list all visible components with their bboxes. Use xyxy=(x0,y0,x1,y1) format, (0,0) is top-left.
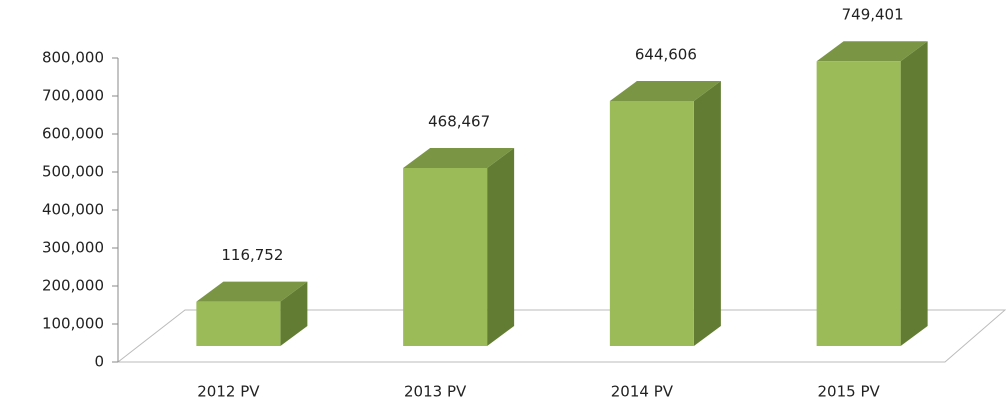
bar xyxy=(196,281,308,346)
y-tick-label: 100,000 xyxy=(42,315,104,333)
bar-side xyxy=(487,147,515,346)
y-tick-label: 800,000 xyxy=(42,49,104,67)
x-tick-label: 2012 PV xyxy=(197,383,260,401)
value-label: 116,752 xyxy=(221,246,283,264)
bar-side xyxy=(280,281,308,346)
y-tick-label: 500,000 xyxy=(42,163,104,181)
bar-front xyxy=(609,101,694,347)
bar xyxy=(609,81,721,347)
floor xyxy=(116,309,1006,363)
y-tick-label: 200,000 xyxy=(42,277,104,295)
value-label: 468,467 xyxy=(428,112,490,130)
x-tick-label: 2014 PV xyxy=(611,383,674,401)
y-tick-label: 0 xyxy=(94,353,104,371)
y-tick-label: 600,000 xyxy=(42,125,104,143)
y-tick-label: 400,000 xyxy=(42,201,104,219)
x-tick-label: 2013 PV xyxy=(404,383,467,401)
y-tick-label: 300,000 xyxy=(42,239,104,257)
x-tick-label: 2015 PV xyxy=(818,383,881,401)
bar-top xyxy=(403,147,515,168)
bar-side xyxy=(900,41,928,346)
bar-front xyxy=(196,301,281,346)
bar-top xyxy=(196,281,308,302)
bar xyxy=(403,147,515,346)
bar-side xyxy=(693,81,721,347)
value-label: 749,401 xyxy=(842,6,904,24)
bar-top xyxy=(609,81,721,102)
bar-front xyxy=(403,167,488,346)
y-tick-label: 700,000 xyxy=(42,87,104,105)
bar-front xyxy=(816,61,901,346)
bar xyxy=(816,41,928,346)
bar-top xyxy=(816,41,928,62)
value-label: 644,606 xyxy=(635,46,697,64)
